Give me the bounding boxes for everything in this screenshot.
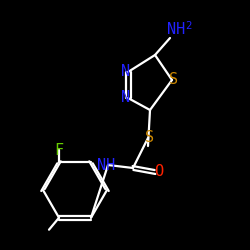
- Text: O: O: [154, 164, 164, 180]
- Text: NH: NH: [97, 158, 115, 172]
- Text: 2: 2: [185, 21, 191, 31]
- Text: N: N: [122, 90, 130, 106]
- Text: N: N: [122, 64, 130, 80]
- Text: S: S: [170, 72, 178, 88]
- Text: NH: NH: [167, 22, 185, 38]
- Text: S: S: [146, 130, 154, 146]
- Text: F: F: [54, 143, 64, 158]
